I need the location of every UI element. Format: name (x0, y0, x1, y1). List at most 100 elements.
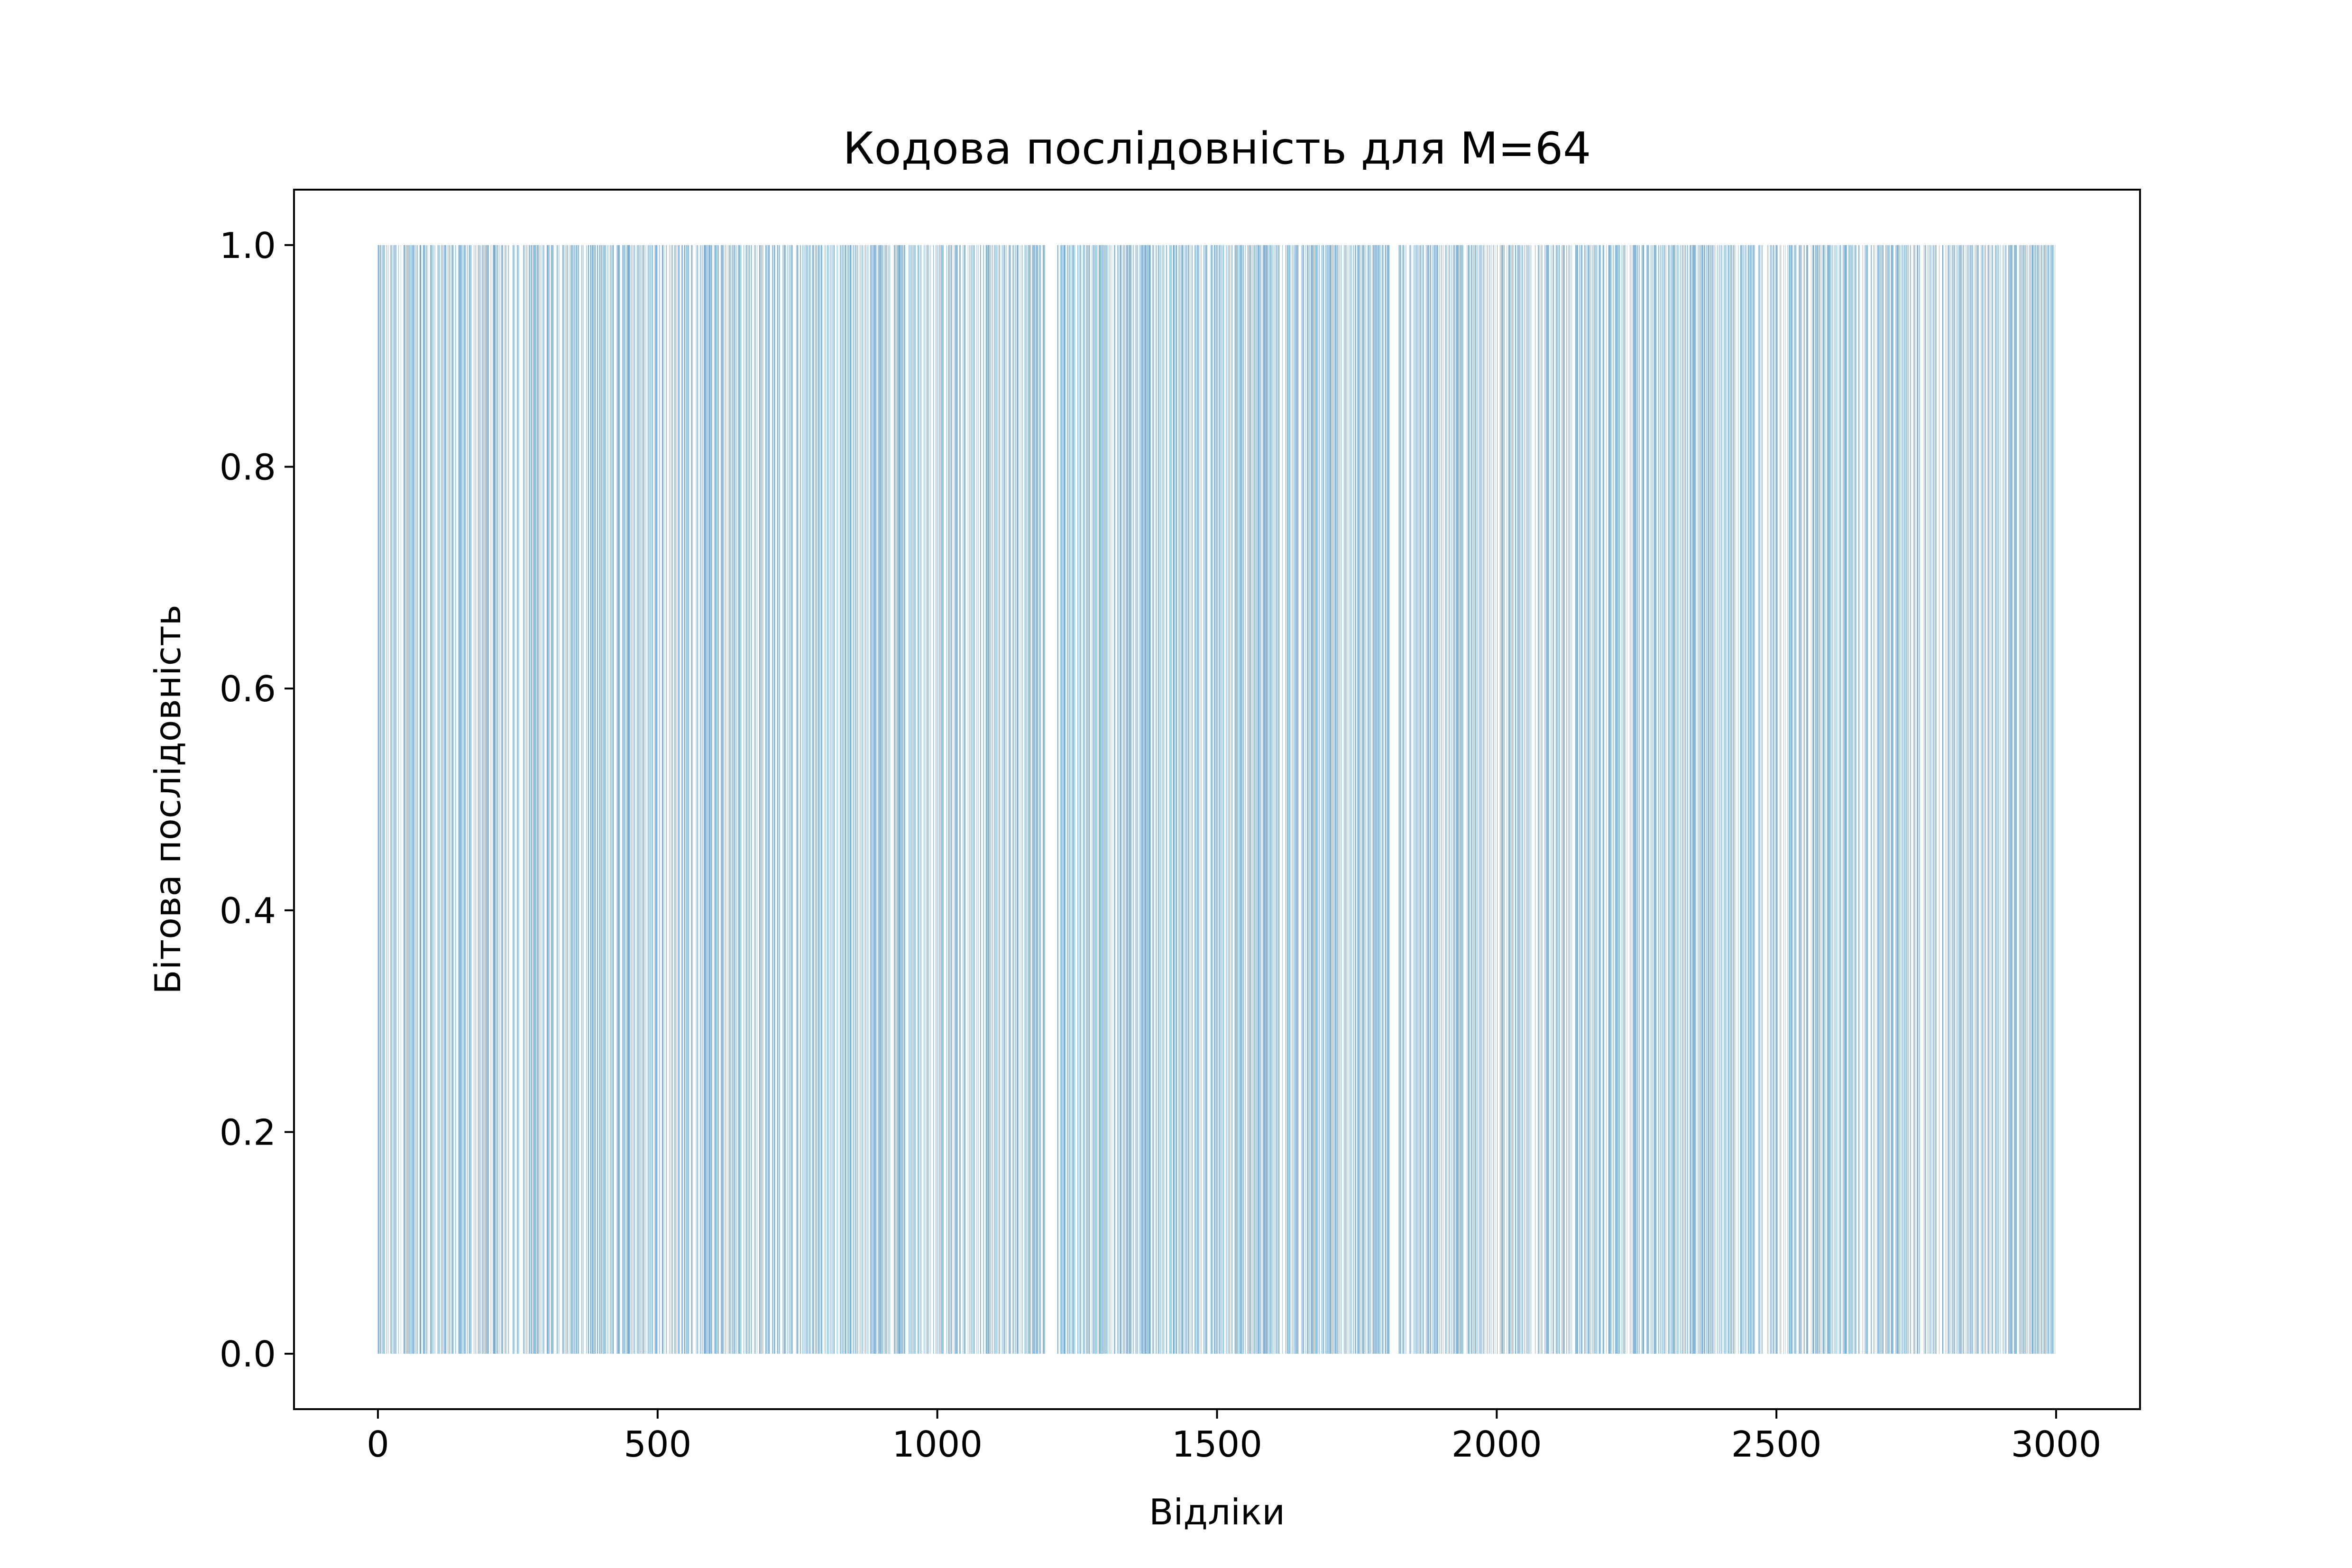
bit-bar (1083, 245, 1084, 1354)
bit-bar (552, 245, 553, 1354)
bit-bar (1219, 245, 1220, 1354)
bit-bar (1418, 245, 1419, 1354)
y-tick-label: 0.4 (220, 890, 276, 932)
bit-bar (1179, 245, 1180, 1354)
bit-bar (1566, 245, 1567, 1354)
bit-bar (1251, 245, 1252, 1354)
bit-bar (1312, 245, 1313, 1354)
bit-bar (1364, 245, 1365, 1354)
bit-bar (717, 245, 718, 1354)
bit-bar (1427, 245, 1428, 1354)
bit-bar (1171, 245, 1172, 1354)
x-tick-label: 0 (367, 1423, 389, 1465)
bit-bar (406, 245, 407, 1354)
bit-bar (388, 245, 389, 1354)
bit-bar (749, 245, 750, 1354)
bit-bar (1606, 245, 1607, 1354)
bit-bar (1599, 245, 1600, 1354)
bit-bar (627, 245, 628, 1354)
bit-bar (1278, 245, 1279, 1354)
bit-bar (409, 245, 410, 1354)
bit-bar (1032, 245, 1033, 1354)
bit-bar (1376, 245, 1377, 1354)
bit-bar (630, 245, 631, 1354)
bit-bar (1910, 245, 1911, 1354)
bit-bar (1603, 245, 1604, 1354)
bit-bar (1639, 245, 1640, 1354)
bit-bar (604, 245, 605, 1354)
bit-bar (2005, 245, 2006, 1354)
bit-bar (1762, 245, 1763, 1354)
bit-bar (1471, 245, 1472, 1354)
bit-bar (918, 245, 919, 1354)
bit-bar (691, 245, 692, 1354)
bit-bar (1849, 245, 1850, 1354)
bit-bar (1704, 245, 1705, 1354)
bit-bar (2026, 245, 2027, 1354)
bit-bar (1044, 245, 1045, 1354)
bit-bar (873, 245, 874, 1354)
bit-bar (1063, 245, 1064, 1354)
bit-bar (1009, 245, 1010, 1354)
bit-bar (848, 245, 849, 1354)
bit-bar (706, 245, 707, 1354)
bit-bar (1235, 245, 1236, 1354)
bit-bar (1832, 245, 1833, 1354)
bit-bar (1176, 245, 1177, 1354)
bit-bar (1595, 245, 1596, 1354)
bit-bar (1452, 245, 1453, 1354)
bit-bar (1750, 245, 1751, 1354)
bit-bar (568, 245, 569, 1354)
bit-bar (529, 245, 530, 1354)
bit-bar (1200, 245, 1201, 1354)
bit-bar (1459, 245, 1460, 1354)
bit-bar (915, 245, 916, 1354)
bit-bar (1733, 245, 1734, 1354)
bit-bar (433, 245, 434, 1354)
bit-bar (959, 245, 960, 1354)
bit-bar (960, 245, 961, 1354)
bit-bar (954, 245, 955, 1354)
bit-bar (1801, 245, 1802, 1354)
bit-bar (504, 245, 505, 1354)
bit-bar (1795, 245, 1796, 1354)
bit-bar (1026, 245, 1027, 1354)
bit-bar (634, 245, 635, 1354)
bit-bar (616, 245, 617, 1354)
bit-bar (1515, 245, 1516, 1354)
bit-bar (1891, 245, 1892, 1354)
bit-bar (704, 245, 705, 1354)
bit-bar (1892, 245, 1893, 1354)
bit-bar (1030, 245, 1031, 1354)
chart-title: Кодова послідовність для M=64 (843, 123, 1591, 174)
bit-bar (1527, 245, 1528, 1354)
bit-bar (2003, 245, 2004, 1354)
bit-bar (657, 245, 658, 1354)
y-tick-label: 0.2 (220, 1111, 276, 1153)
bit-bar (380, 245, 381, 1354)
bit-bar (1899, 245, 1900, 1354)
bit-bar (738, 245, 739, 1354)
bit-bar (1557, 245, 1558, 1354)
bit-bar (1089, 245, 1090, 1354)
bit-bar (1350, 245, 1351, 1354)
bit-bar (1658, 245, 1659, 1354)
bit-bar (563, 245, 564, 1354)
bit-bar (1378, 245, 1379, 1354)
bit-bar (1012, 245, 1013, 1354)
bit-bar (1538, 245, 1539, 1354)
bit-bar (1423, 245, 1424, 1354)
bit-bar (2011, 245, 2012, 1354)
bit-bar (1185, 245, 1186, 1354)
bit-bar (405, 245, 406, 1354)
bit-bar (822, 245, 823, 1354)
bit-bar (1477, 245, 1478, 1354)
bit-bar (391, 245, 392, 1354)
bit-bar (1674, 245, 1675, 1354)
bit-bar (1714, 245, 1715, 1354)
bit-bar (1493, 245, 1494, 1354)
bit-bar (927, 245, 928, 1354)
bit-bar (1702, 245, 1703, 1354)
bit-bar (1888, 245, 1889, 1354)
bit-bar (1588, 245, 1589, 1354)
